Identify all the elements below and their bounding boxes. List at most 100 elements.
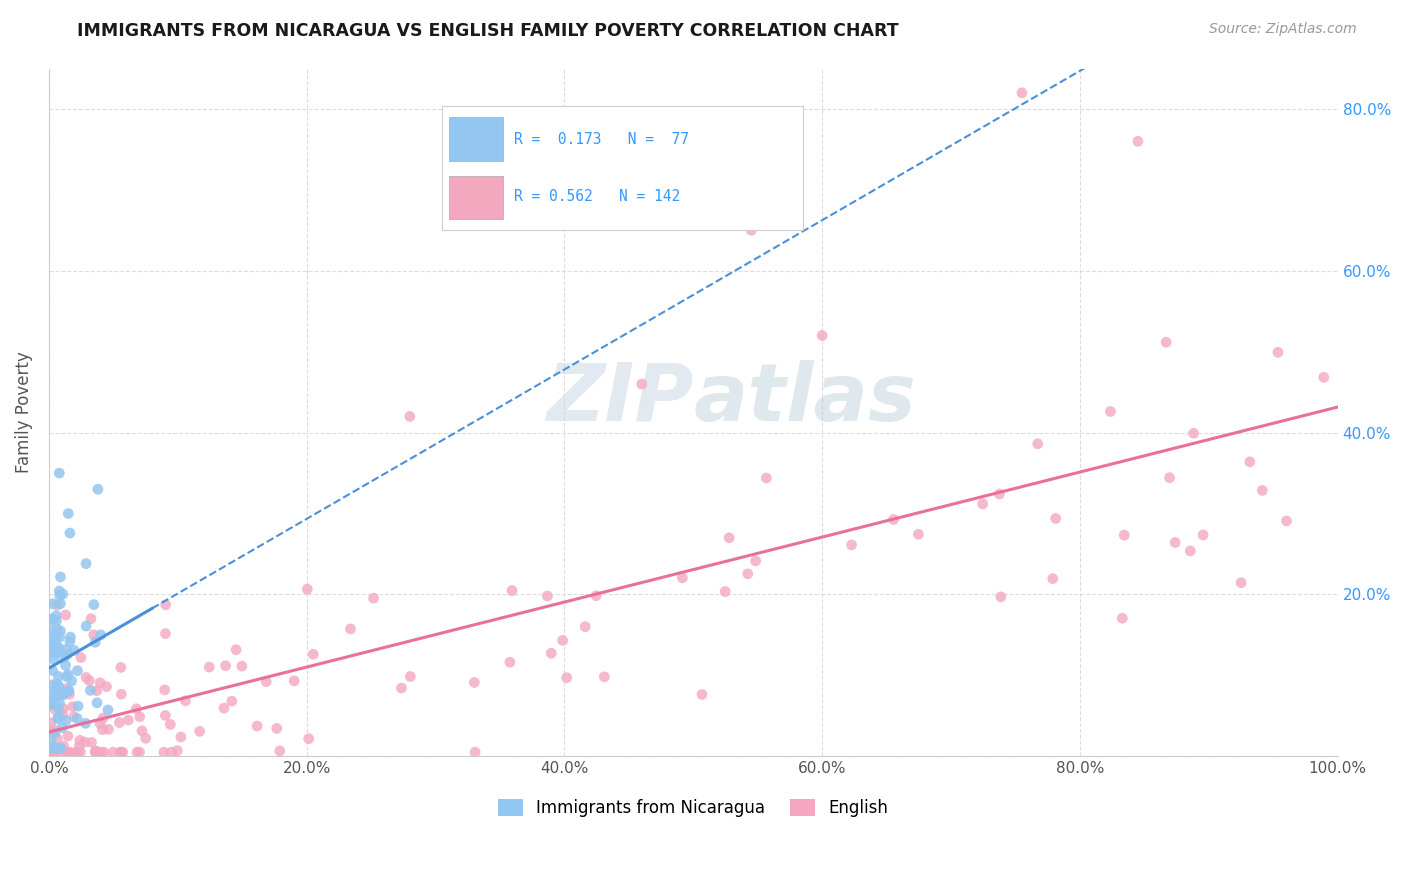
Point xyxy=(48,466,70,480)
Point xyxy=(44,723,66,737)
Point xyxy=(1251,483,1274,498)
Point xyxy=(93,745,115,759)
Point xyxy=(83,598,105,612)
Point xyxy=(45,608,67,623)
Point xyxy=(907,527,929,541)
Point xyxy=(39,725,62,739)
Point xyxy=(110,745,132,759)
Point xyxy=(39,623,62,637)
Point xyxy=(83,628,105,642)
Point xyxy=(67,699,90,714)
Point xyxy=(55,745,77,759)
Point xyxy=(41,745,63,759)
Point xyxy=(125,702,148,716)
Point xyxy=(593,670,616,684)
Point xyxy=(499,655,522,669)
Point xyxy=(55,658,77,673)
Point xyxy=(363,591,385,606)
Point xyxy=(42,677,65,691)
Point xyxy=(153,682,176,697)
Point xyxy=(55,681,77,696)
Point xyxy=(49,741,72,756)
Point xyxy=(66,745,89,759)
Point xyxy=(990,590,1012,604)
Point xyxy=(42,741,65,756)
Point xyxy=(45,614,67,628)
Point xyxy=(160,745,183,759)
Point xyxy=(70,650,93,665)
Point xyxy=(75,716,97,731)
Point xyxy=(56,729,79,743)
Point xyxy=(58,683,80,698)
Point xyxy=(131,723,153,738)
Point xyxy=(44,684,66,698)
Point xyxy=(51,687,73,701)
Point xyxy=(97,723,120,737)
Point xyxy=(212,701,235,715)
Point xyxy=(96,680,118,694)
Point xyxy=(214,658,236,673)
Point xyxy=(46,669,69,683)
Point xyxy=(52,587,75,601)
Point xyxy=(84,635,107,649)
Point xyxy=(464,745,486,759)
Point xyxy=(188,724,211,739)
Point xyxy=(297,582,319,597)
Point xyxy=(75,557,97,571)
Point xyxy=(170,730,193,744)
Point xyxy=(73,735,96,749)
Point xyxy=(86,696,108,710)
Point xyxy=(44,741,66,756)
Point xyxy=(391,681,413,695)
Point xyxy=(53,649,76,664)
Point xyxy=(59,630,82,644)
Point xyxy=(39,697,62,711)
Point xyxy=(254,674,277,689)
Point xyxy=(52,739,75,753)
Point xyxy=(1192,528,1215,542)
Text: ZIP: ZIP xyxy=(546,359,693,438)
Point xyxy=(90,745,112,759)
Point xyxy=(69,733,91,747)
Point xyxy=(718,531,741,545)
Point xyxy=(48,630,70,644)
Point xyxy=(198,660,221,674)
Point xyxy=(1045,511,1067,525)
Point xyxy=(1099,404,1122,418)
Point xyxy=(101,745,124,759)
Point xyxy=(56,667,79,681)
Point xyxy=(48,645,70,659)
Point xyxy=(84,745,107,759)
Point xyxy=(63,643,86,657)
Point xyxy=(58,684,80,698)
Point xyxy=(231,659,253,673)
Point xyxy=(1159,471,1181,485)
Point xyxy=(1267,345,1289,359)
Point xyxy=(69,745,91,759)
Point xyxy=(48,679,70,693)
Point xyxy=(714,584,737,599)
Point xyxy=(1026,436,1049,450)
Text: Source: ZipAtlas.com: Source: ZipAtlas.com xyxy=(1209,22,1357,37)
Point xyxy=(128,710,150,724)
Point xyxy=(128,745,150,759)
Point xyxy=(972,497,994,511)
Point xyxy=(1164,535,1187,549)
Point xyxy=(555,671,578,685)
Point xyxy=(55,670,77,684)
Point xyxy=(841,538,863,552)
Point xyxy=(246,719,269,733)
Point xyxy=(91,711,114,725)
Point xyxy=(84,744,107,758)
Point xyxy=(44,688,66,702)
Point xyxy=(75,670,97,684)
Point xyxy=(80,735,103,749)
Point xyxy=(1126,134,1149,148)
Point xyxy=(737,566,759,581)
Point xyxy=(39,716,62,731)
Text: atlas: atlas xyxy=(693,359,917,438)
Point xyxy=(44,745,66,759)
Point xyxy=(671,571,693,585)
Point xyxy=(41,664,63,678)
Point xyxy=(744,554,766,568)
